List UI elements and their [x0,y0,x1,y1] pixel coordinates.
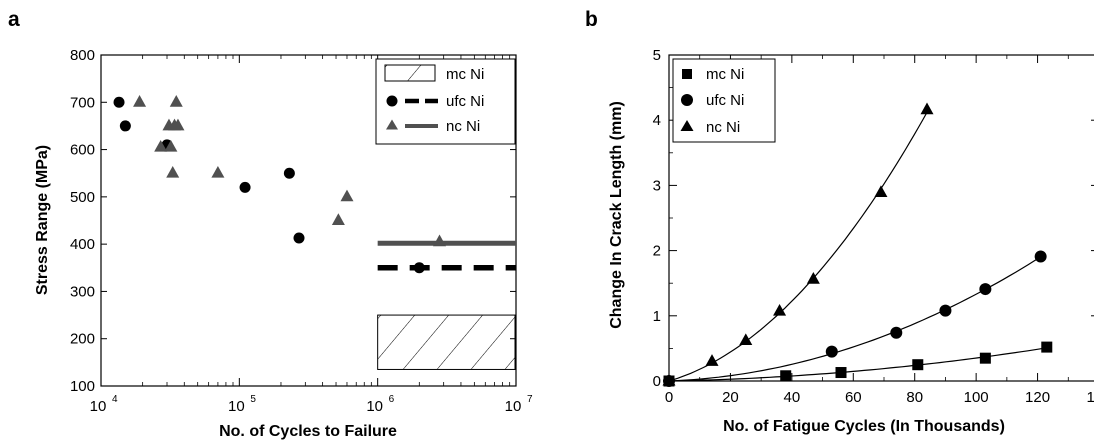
ufc-ni-point [1034,250,1047,263]
panel-a-plot-frame [100,54,517,387]
panel-b-y-tick-label: 5 [653,47,661,64]
panel-a-y-tick-label: 300 [70,283,95,300]
panel-a-y-tick-label: 700 [70,94,95,111]
nc-ni-point [874,185,888,198]
nc-ni-point [171,118,185,131]
panel-b-x-tick-label: 20 [722,389,739,406]
panel-b-y-tick-label: 4 [653,112,661,129]
panel-b-y-tick-label: 3 [653,177,661,194]
panel-a-y-tick-label: 800 [70,47,95,64]
nc-ni-point [154,139,168,152]
panel-b-y-tick-label: 1 [653,308,661,325]
panel-a-x-tick-label: 10 [90,398,107,415]
nc-ni-point [331,213,345,225]
panel-a-legend-nc-ni: nc Ni [446,118,480,135]
panel-a-data-marks [113,95,516,370]
ufc-ni-point [979,283,992,296]
mc-ni-point [780,370,792,382]
ufc-ni-point [413,262,425,274]
ufc-ni-point [293,232,305,244]
panel-b-y-axis-label: Change In Crack Length (mm) [608,101,625,329]
panel-a-y-axis-label: Stress Range (MPa) [34,145,51,295]
mc-ni-point [1041,341,1053,353]
panel-b-legend: mc Ni ufc Ni nc Ni [672,58,776,143]
nc-ni-legend-marker [386,119,398,130]
panel-a-x-tick-exponent: 7 [527,394,533,405]
panel-b-x-tick-label: 100 [964,389,989,406]
panel-b-data-marks [662,102,1053,387]
nc-ni-point [773,303,787,316]
panel-a-x-tick-label: 10 [505,398,522,415]
panel-a-x-tick-exponent: 6 [389,394,395,405]
mc-ni-legend-marker [682,69,692,79]
panel-a-y-tick-label: 100 [70,378,95,395]
nc-ni-point [920,102,934,115]
nc-ni-point [133,95,147,107]
panel-b-x-tick-label: 40 [784,389,801,406]
mc-ni-point [835,367,847,379]
nc-ni-point [340,189,354,202]
ufc-ni-legend-marker [386,95,398,107]
nc-ni-point [166,165,180,178]
nc-ni-point [169,95,183,107]
panel-b-y-tick-label: 2 [653,243,661,260]
panel-a-x-tick-exponent: 5 [250,394,256,405]
panel-b-x-tick-label: 140 [1086,389,1094,406]
mc-ni-legend-swatch [384,64,436,82]
mc-ni-fatigue-band [377,314,516,370]
ufc-ni-point [890,326,903,339]
panel-a-label: a [8,8,20,31]
panel-b-x-tick-label: 0 [665,389,673,406]
ufc-ni-point [113,96,125,108]
panel-b-y-tick-label: 0 [653,373,661,390]
panel-b-x-tick-label: 80 [906,389,923,406]
mc-ni-point [979,352,991,364]
panel-a-y-tick-label: 400 [70,236,95,253]
ufc-ni-fit-curve [668,256,1041,382]
nc-ni-point [211,165,225,178]
nc-ni-point [662,373,676,386]
panel-b-label: b [585,8,598,31]
panel-a-x-axis-label: No. of Cycles to Failure [219,423,397,440]
nc-ni-legend-marker [680,120,694,131]
panel-a-y-tick-label: 600 [70,142,95,159]
panel-a-tick-labels: 100 200 300 400 500 600 700 800 10 4 10 5 10 6 10 7 [70,47,533,415]
panel-b-legend-ufc-ni: ufc Ni [706,92,744,109]
ufc-ni-point [119,120,131,132]
panel-b-chart: b 0 1 2 3 4 5 0 20 40 60 80 100 120 140 No. of Fatigu… [585,8,1094,435]
panel-a-x-tick-label: 10 [228,398,245,415]
nc-ni-fit-curve [668,112,928,382]
nc-ni-point [739,333,753,346]
panel-a-legend-mc-ni: mc Ni [446,66,484,83]
panel-b-legend-mc-ni: mc Ni [706,66,744,83]
panel-b-legend-nc-ni: nc Ni [706,119,740,136]
nc-ni-point [705,354,719,366]
ufc-ni-legend-marker [681,94,693,106]
panel-a-chart: a 100 200 300 400 500 600 700 800 10 4 10 5 10 6 10 7 N… [8,8,533,440]
ufc-ni-point [825,345,838,358]
panel-b-tick-labels: 0 1 2 3 4 5 0 20 40 60 80 100 120 140 [653,47,1094,406]
panel-a-legend-ufc-ni: ufc Ni [446,93,484,110]
panel-a-x-tick-label: 10 [366,398,383,415]
panel-a-x-tick-exponent: 4 [112,394,118,405]
nc-ni-point [806,272,820,284]
nc-ni-point [433,234,447,247]
panel-b-x-tick-label: 60 [845,389,862,406]
ufc-ni-point [283,167,295,179]
panel-a-y-tick-label: 200 [70,331,95,348]
mc-ni-point [912,359,924,371]
ufc-ni-point [239,181,251,193]
panel-b-x-axis-label: No. of Fatigue Cycles (In Thousands) [723,418,1005,435]
panel-b-x-tick-label: 120 [1025,389,1050,406]
panel-a-y-tick-label: 500 [70,189,95,206]
panel-b-fit-curves [668,112,1047,382]
ufc-ni-point [939,304,952,317]
nc-ni-point [164,139,178,152]
panel-a-legend: mc Ni ufc Ni nc Ni [375,58,516,145]
